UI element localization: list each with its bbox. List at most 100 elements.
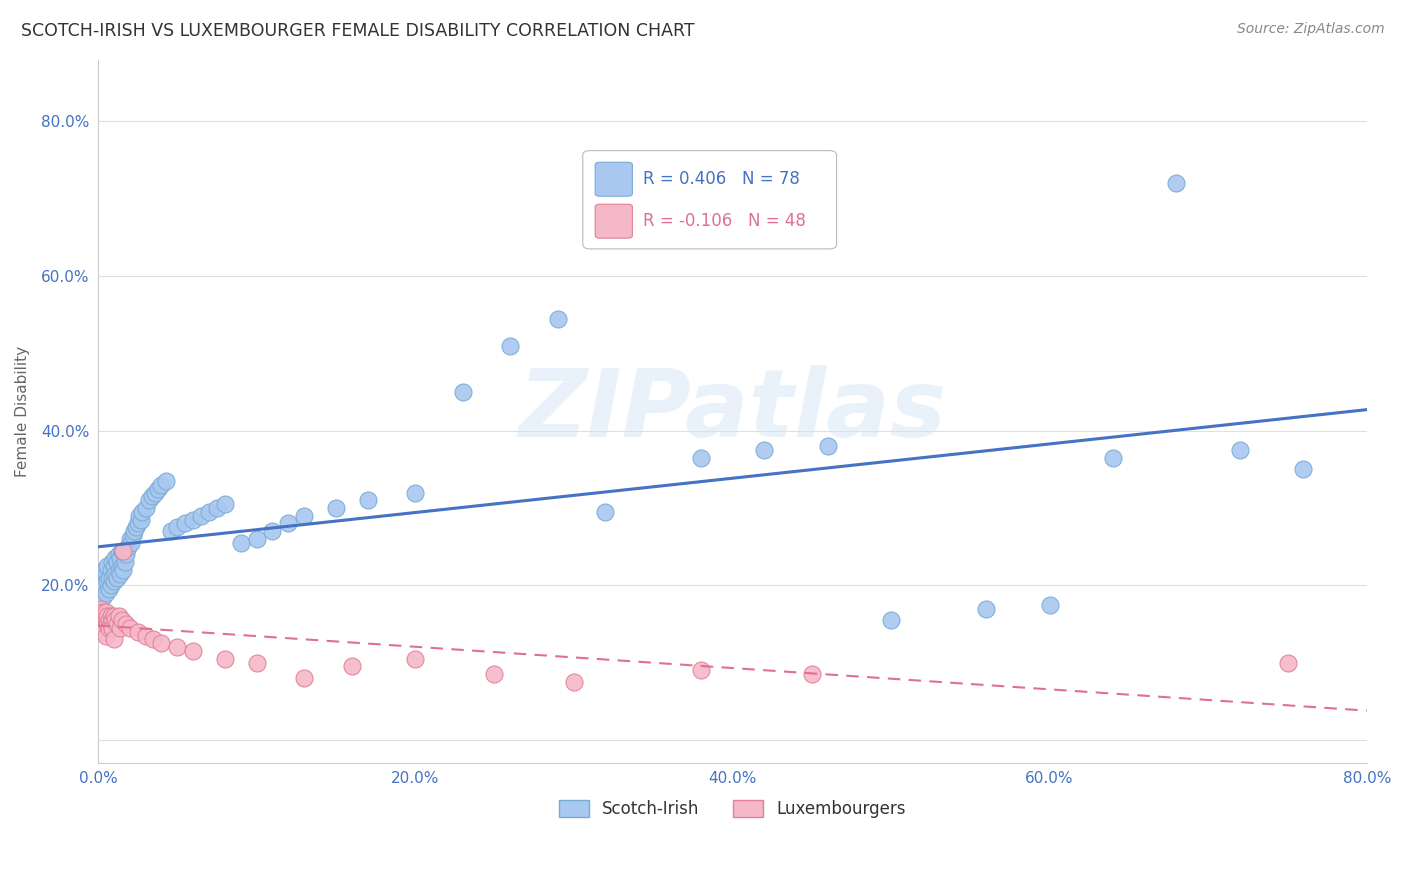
Point <box>105 617 128 632</box>
Point <box>1102 450 1125 465</box>
Point <box>141 490 163 504</box>
Point <box>115 617 138 632</box>
Point <box>111 613 134 627</box>
Point <box>114 555 136 569</box>
Point <box>142 632 165 647</box>
Point <box>562 675 585 690</box>
Point <box>120 536 142 550</box>
Point <box>181 644 204 658</box>
Point <box>96 609 118 624</box>
Point <box>292 508 315 523</box>
Text: Source: ZipAtlas.com: Source: ZipAtlas.com <box>1237 22 1385 37</box>
Point <box>150 636 173 650</box>
Point <box>117 540 139 554</box>
Point <box>103 559 125 574</box>
Point <box>880 613 903 627</box>
Point <box>103 609 125 624</box>
Point <box>104 613 127 627</box>
Point <box>101 613 124 627</box>
Point <box>1292 462 1315 476</box>
Point <box>214 652 236 666</box>
Point <box>689 664 711 678</box>
Point <box>404 485 426 500</box>
Point <box>107 609 129 624</box>
Point <box>111 543 134 558</box>
Point <box>112 543 135 558</box>
Legend: Scotch-Irish, Luxembourgers: Scotch-Irish, Luxembourgers <box>553 794 912 825</box>
Point <box>100 578 122 592</box>
Point <box>174 516 197 531</box>
Point <box>128 508 150 523</box>
Point <box>800 667 823 681</box>
Text: R = 0.406   N = 78: R = 0.406 N = 78 <box>643 170 800 188</box>
Point <box>91 613 114 627</box>
Point <box>245 532 267 546</box>
Point <box>135 629 157 643</box>
Point <box>129 513 152 527</box>
Point <box>484 667 506 681</box>
Point <box>277 516 299 531</box>
Point <box>108 551 131 566</box>
Point <box>89 621 111 635</box>
Point <box>148 482 170 496</box>
Point <box>94 566 117 581</box>
Point <box>105 555 128 569</box>
Point <box>104 566 127 581</box>
Point <box>150 478 173 492</box>
Y-axis label: Female Disability: Female Disability <box>15 346 30 477</box>
Point <box>160 524 183 539</box>
Point <box>595 505 617 519</box>
Point <box>98 582 121 597</box>
Point <box>143 485 166 500</box>
Point <box>166 520 188 534</box>
Point <box>103 574 125 589</box>
Point <box>292 671 315 685</box>
Point <box>135 501 157 516</box>
Point <box>127 516 149 531</box>
Point <box>112 563 135 577</box>
Text: SCOTCH-IRISH VS LUXEMBOURGER FEMALE DISABILITY CORRELATION CHART: SCOTCH-IRISH VS LUXEMBOURGER FEMALE DISA… <box>21 22 695 40</box>
Point <box>1277 656 1299 670</box>
Point <box>499 339 522 353</box>
Point <box>89 613 111 627</box>
Point <box>124 524 146 539</box>
Point <box>181 513 204 527</box>
Point <box>94 586 117 600</box>
Point <box>974 601 997 615</box>
Point <box>96 617 118 632</box>
Point <box>96 559 118 574</box>
Point <box>125 520 148 534</box>
Point <box>94 629 117 643</box>
Point <box>105 571 128 585</box>
Point <box>752 443 775 458</box>
Point <box>101 621 124 635</box>
Text: ZIPatlas: ZIPatlas <box>519 366 946 458</box>
Point <box>131 505 153 519</box>
Point <box>547 311 569 326</box>
Point <box>356 493 378 508</box>
Point <box>214 497 236 511</box>
Point <box>229 536 252 550</box>
Point <box>166 640 188 655</box>
Point <box>93 563 115 577</box>
Point <box>1229 443 1251 458</box>
Point <box>111 559 134 574</box>
Text: R = -0.106   N = 48: R = -0.106 N = 48 <box>643 212 806 230</box>
Point <box>689 450 711 465</box>
Point <box>91 590 114 604</box>
Point <box>340 659 363 673</box>
Point <box>93 624 115 639</box>
Point <box>107 548 129 562</box>
Point <box>98 613 121 627</box>
Point <box>90 582 112 597</box>
Point <box>205 501 228 516</box>
Point <box>93 609 115 624</box>
Point <box>325 501 347 516</box>
Point <box>98 571 121 585</box>
Point <box>107 563 129 577</box>
Point <box>817 439 839 453</box>
Point <box>91 571 114 585</box>
Point <box>101 555 124 569</box>
Point <box>103 632 125 647</box>
Point <box>1039 598 1062 612</box>
